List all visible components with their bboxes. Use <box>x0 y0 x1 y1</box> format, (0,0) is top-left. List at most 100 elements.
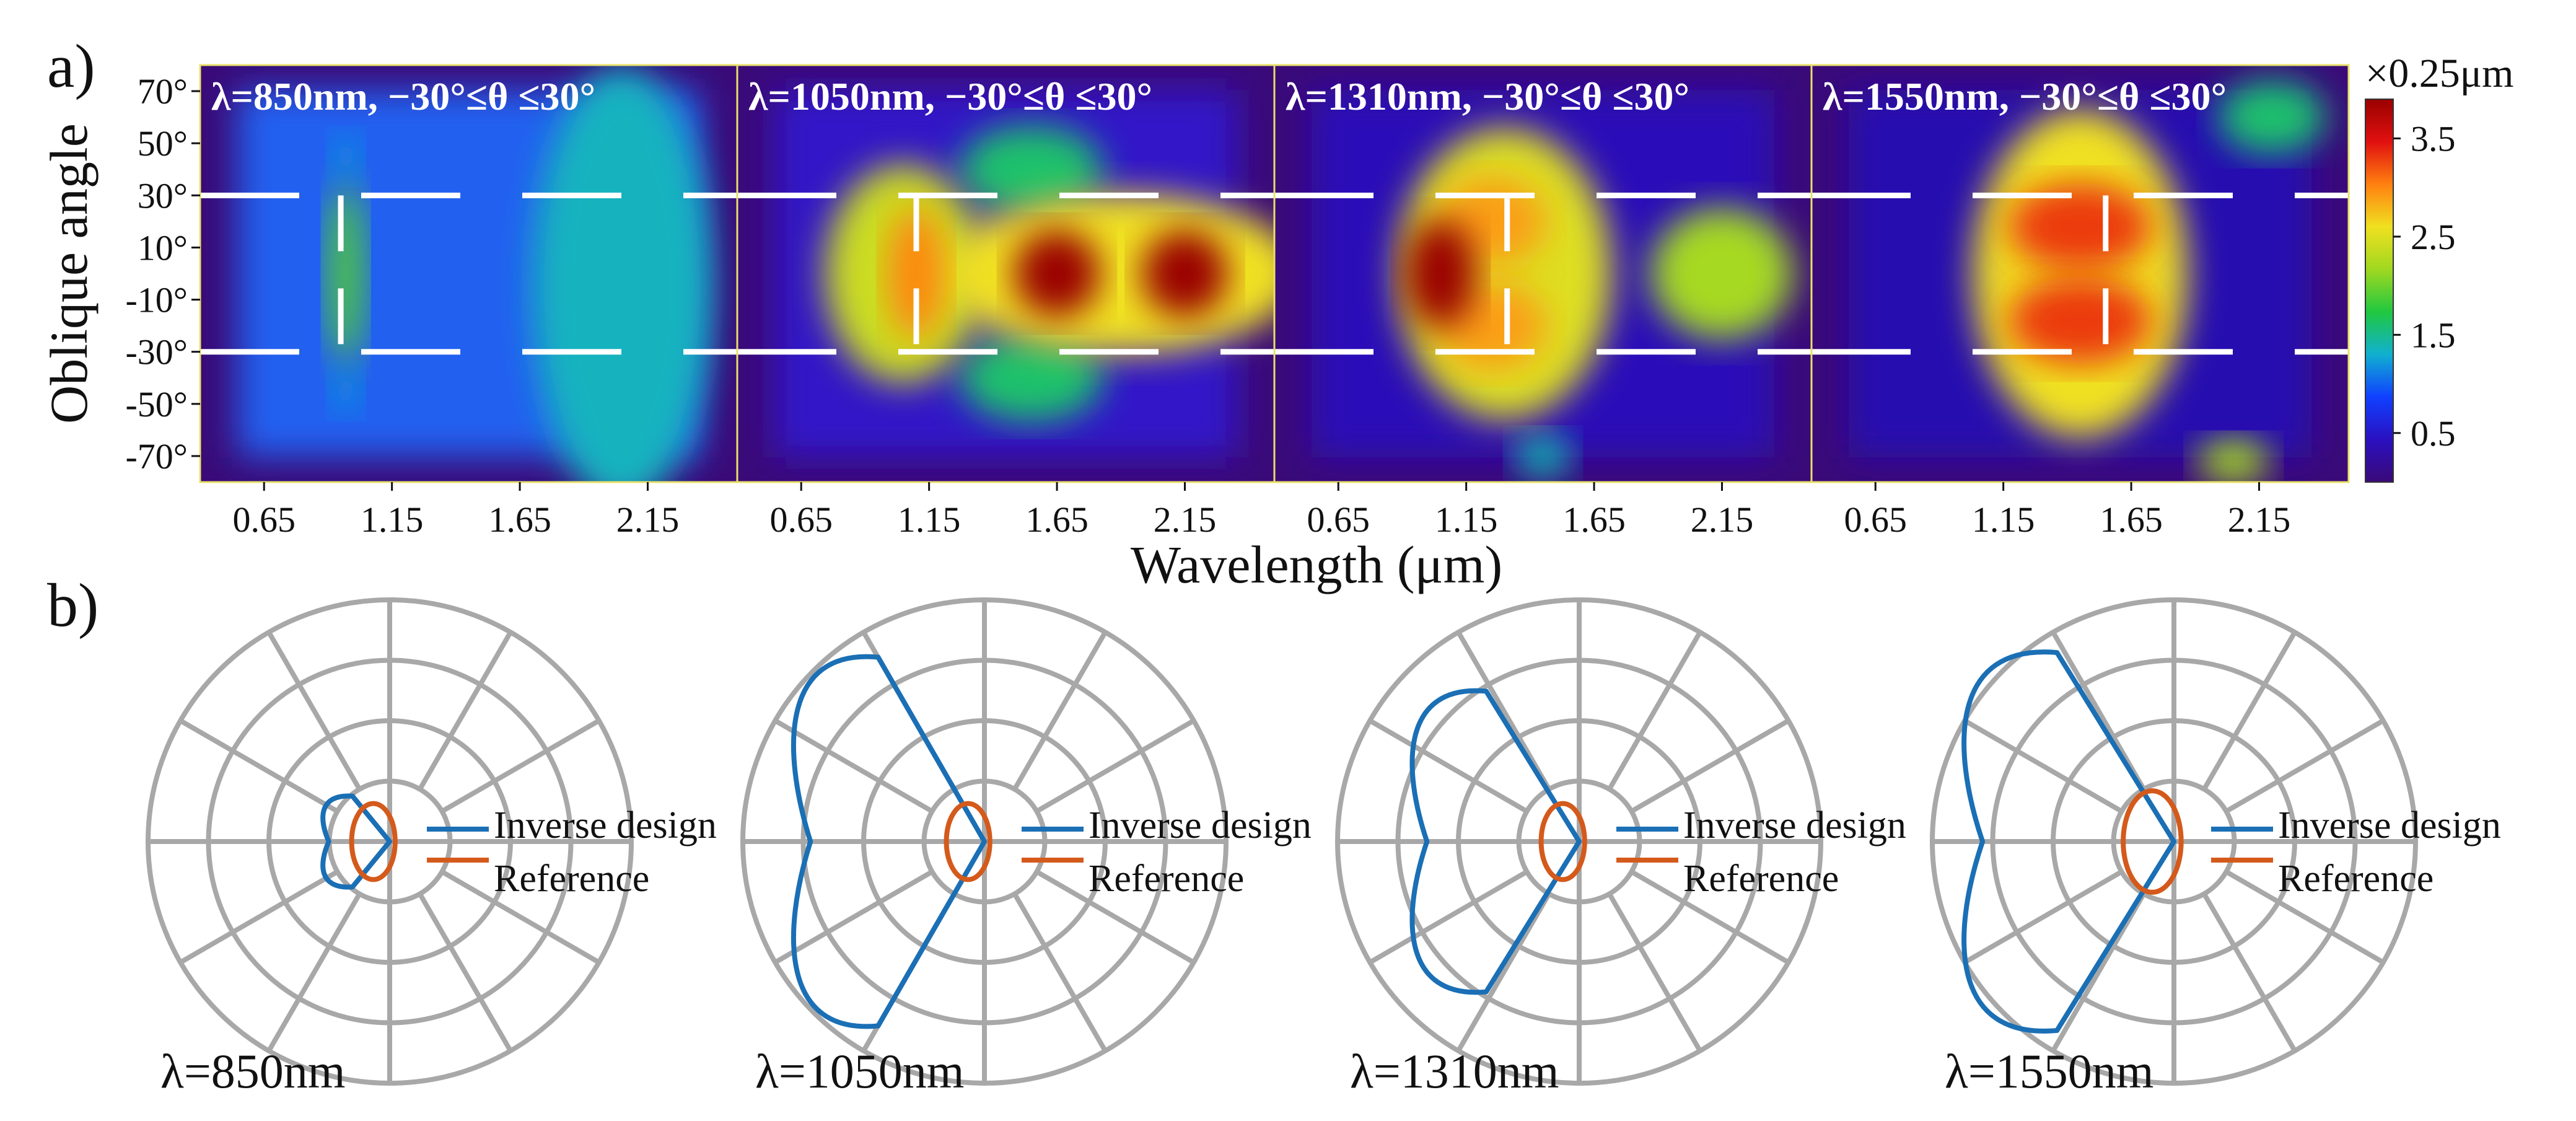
y-axis-ticks: 70° 50° 30° 10° -10° -30° -50° -70° <box>125 71 200 477</box>
heatmap-hotspot <box>331 134 361 178</box>
y-tick-label: -50° <box>125 384 188 424</box>
y-tick-label: -70° <box>125 436 188 477</box>
colorbar-tick-label: 1.5 <box>2411 315 2456 355</box>
y-tick-label: 50° <box>138 123 188 164</box>
polar-spoke <box>2051 631 2146 791</box>
polar-spoke <box>1456 631 1551 791</box>
heatmap-hotspot <box>532 68 712 482</box>
polar-panel-label: λ=1550nm <box>1945 1044 2153 1098</box>
polar-spoke <box>1607 892 1702 1052</box>
heatmap-hotspot <box>960 334 1103 422</box>
y-tick-label: 10° <box>138 227 188 268</box>
heatmap-frame <box>1810 64 2350 483</box>
y-tick-label: -30° <box>125 332 188 372</box>
reference-curve <box>944 801 992 882</box>
polar-spoke <box>774 869 934 965</box>
polar-spoke <box>1963 718 2123 814</box>
heatmap-panel-title: λ=1310nm, −30°≤θ ≤30° <box>1286 74 1689 118</box>
polar-panel-label: λ=850nm <box>160 1044 345 1098</box>
x-tick-label: 0.65 <box>1844 499 1907 540</box>
x-tick-label: 1.15 <box>361 499 424 540</box>
heatmap-hotspot <box>2008 276 2152 364</box>
colorbar-tick-label: 2.5 <box>2411 217 2456 257</box>
legend-label-reference: Reference <box>1089 858 1244 900</box>
x-tick-label: 1.65 <box>488 499 551 540</box>
heatmap-panel-4: λ=1550nm, −30°≤θ ≤30° <box>1810 64 2350 483</box>
x-tick-label: 1.15 <box>1435 499 1498 540</box>
reference-curve <box>2121 788 2184 895</box>
heatmap-panel-title: λ=850nm, −30°≤θ ≤30° <box>211 74 595 118</box>
colorbar-ticks: 3.5 2.5 1.5 0.5 <box>2393 118 2456 454</box>
inverse-design-curve <box>791 654 987 1029</box>
y-tick-label: 30° <box>138 175 188 216</box>
x-tick-label: 1.65 <box>1025 499 1089 540</box>
legend-label-inverse: Inverse design <box>1683 804 1906 846</box>
polar-spoke <box>1607 631 1702 791</box>
y-tick-label: -10° <box>125 280 188 320</box>
heatmap-hotspot <box>942 193 1274 354</box>
polar-spoke <box>418 631 513 791</box>
polar-panels: Inverse design Reference λ=850nm Inverse de… <box>146 597 2501 1098</box>
heatmap-hotspot <box>1014 229 1100 318</box>
heatmap-hotspot <box>1404 219 1477 328</box>
polar-spoke <box>774 718 934 814</box>
heatmap-hotspot <box>328 182 364 365</box>
legend-label-reference: Reference <box>2278 858 2434 900</box>
polar-spoke <box>2225 718 2385 814</box>
x-tick-label: 0.65 <box>769 499 833 540</box>
polar-spoke <box>1035 718 1195 814</box>
polar-spoke <box>440 869 600 965</box>
polar-spoke <box>2202 892 2297 1052</box>
heatmap-hotspot <box>1514 434 1572 478</box>
polar-spoke <box>418 892 513 1052</box>
heatmap-hotspot <box>331 369 361 413</box>
heatmap-hotspot <box>960 125 1103 213</box>
polar-panel-3: Inverse design Reference λ=1310nm <box>1335 597 1906 1098</box>
polar-panel-4: Inverse design Reference λ=1550nm <box>1930 597 2501 1098</box>
x-tick-label: 0.65 <box>1307 499 1370 540</box>
heatmap-hotspot <box>2197 439 2269 482</box>
legend-label-reference: Reference <box>1683 858 1839 900</box>
polar-spoke <box>179 869 339 965</box>
x-axis-ticks: 0.65 1.15 1.65 2.15 0.65 1.15 1.65 2.15 0.65 1.15… <box>232 482 2290 540</box>
x-tick-label: 2.15 <box>1691 499 1754 540</box>
polar-spoke <box>440 718 600 814</box>
inverse-design-curve <box>1409 688 1582 995</box>
colorbar-tick-label: 3.5 <box>2411 118 2456 159</box>
x-tick-label: 2.15 <box>2228 499 2291 540</box>
x-tick-label: 1.15 <box>898 499 961 540</box>
polar-spoke <box>2225 869 2385 965</box>
heatmap-hotspot <box>1650 208 1794 340</box>
polar-spoke <box>1963 869 2123 965</box>
heatmap-panel-2: λ=1050nm, −30°≤θ ≤30° <box>736 64 1276 483</box>
heatmap-hotspot <box>887 208 945 340</box>
heatmap-panels: λ=850nm, −30°≤θ ≤30° λ=1050nm, −30°≤θ ≤30… <box>199 64 2350 483</box>
polar-spoke <box>2051 892 2146 1052</box>
heatmap-hotspot <box>1142 229 1228 318</box>
y-axis-label: Oblique angle <box>39 123 99 424</box>
polar-spoke <box>266 631 362 791</box>
x-tick-label: 1.15 <box>1972 499 2035 540</box>
polar-panel-2: Inverse design Reference λ=1050nm <box>740 597 1312 1098</box>
heatmap-hotspot <box>2218 81 2326 154</box>
polar-panel-label: λ=1310nm <box>1350 1044 1559 1098</box>
reference-curve <box>349 801 398 882</box>
x-tick-label: 1.65 <box>2100 499 2163 540</box>
heatmap-hotspot <box>1973 109 2188 438</box>
inverse-design-curve <box>320 793 392 890</box>
colorbar: ×0.25μm 3.5 2.5 1.5 0.5 <box>2365 51 2513 483</box>
colorbar-gradient <box>2365 99 2394 483</box>
legend-label-inverse: Inverse design <box>2278 804 2501 846</box>
polar-spoke <box>1630 869 1790 965</box>
polar-panel-label: λ=1050nm <box>755 1044 964 1098</box>
polar-spoke <box>1630 718 1790 814</box>
x-axis-label: Wavelength (μm) <box>1131 535 1502 594</box>
polar-spoke <box>1035 869 1195 965</box>
heatmap-panel-title: λ=1050nm, −30°≤θ ≤30° <box>748 74 1152 118</box>
reference-curve <box>1538 801 1587 882</box>
heatmap-panel-1: λ=850nm, −30°≤θ ≤30° <box>199 64 738 483</box>
polar-spoke <box>1456 892 1551 1052</box>
polar-spoke <box>1012 892 1108 1052</box>
x-tick-label: 0.65 <box>232 499 296 540</box>
heatmap-panel-3: λ=1310nm, −30°≤θ ≤30° <box>1273 64 1813 483</box>
